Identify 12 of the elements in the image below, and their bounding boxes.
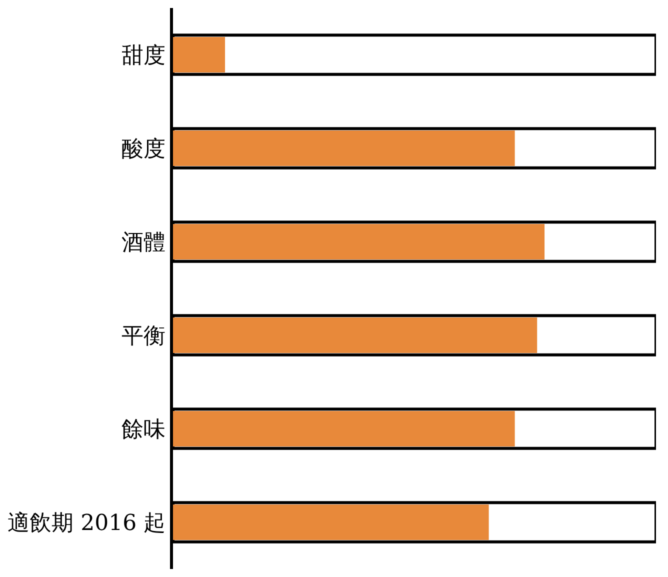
y-tick-label: 適飲期 2016 起 (8, 510, 166, 536)
y-tick-label: 酸度 (122, 136, 166, 162)
y-tick-label: 酒體 (122, 230, 166, 256)
y-tick-label: 餘味 (122, 417, 166, 442)
bar (173, 36, 226, 73)
bar (173, 224, 545, 260)
y-tick-label: 平衡 (122, 324, 166, 349)
bar (173, 317, 538, 354)
bar (173, 504, 489, 540)
y-tick-label: 甜度 (122, 43, 166, 68)
bar (173, 410, 515, 447)
bar (173, 130, 515, 166)
